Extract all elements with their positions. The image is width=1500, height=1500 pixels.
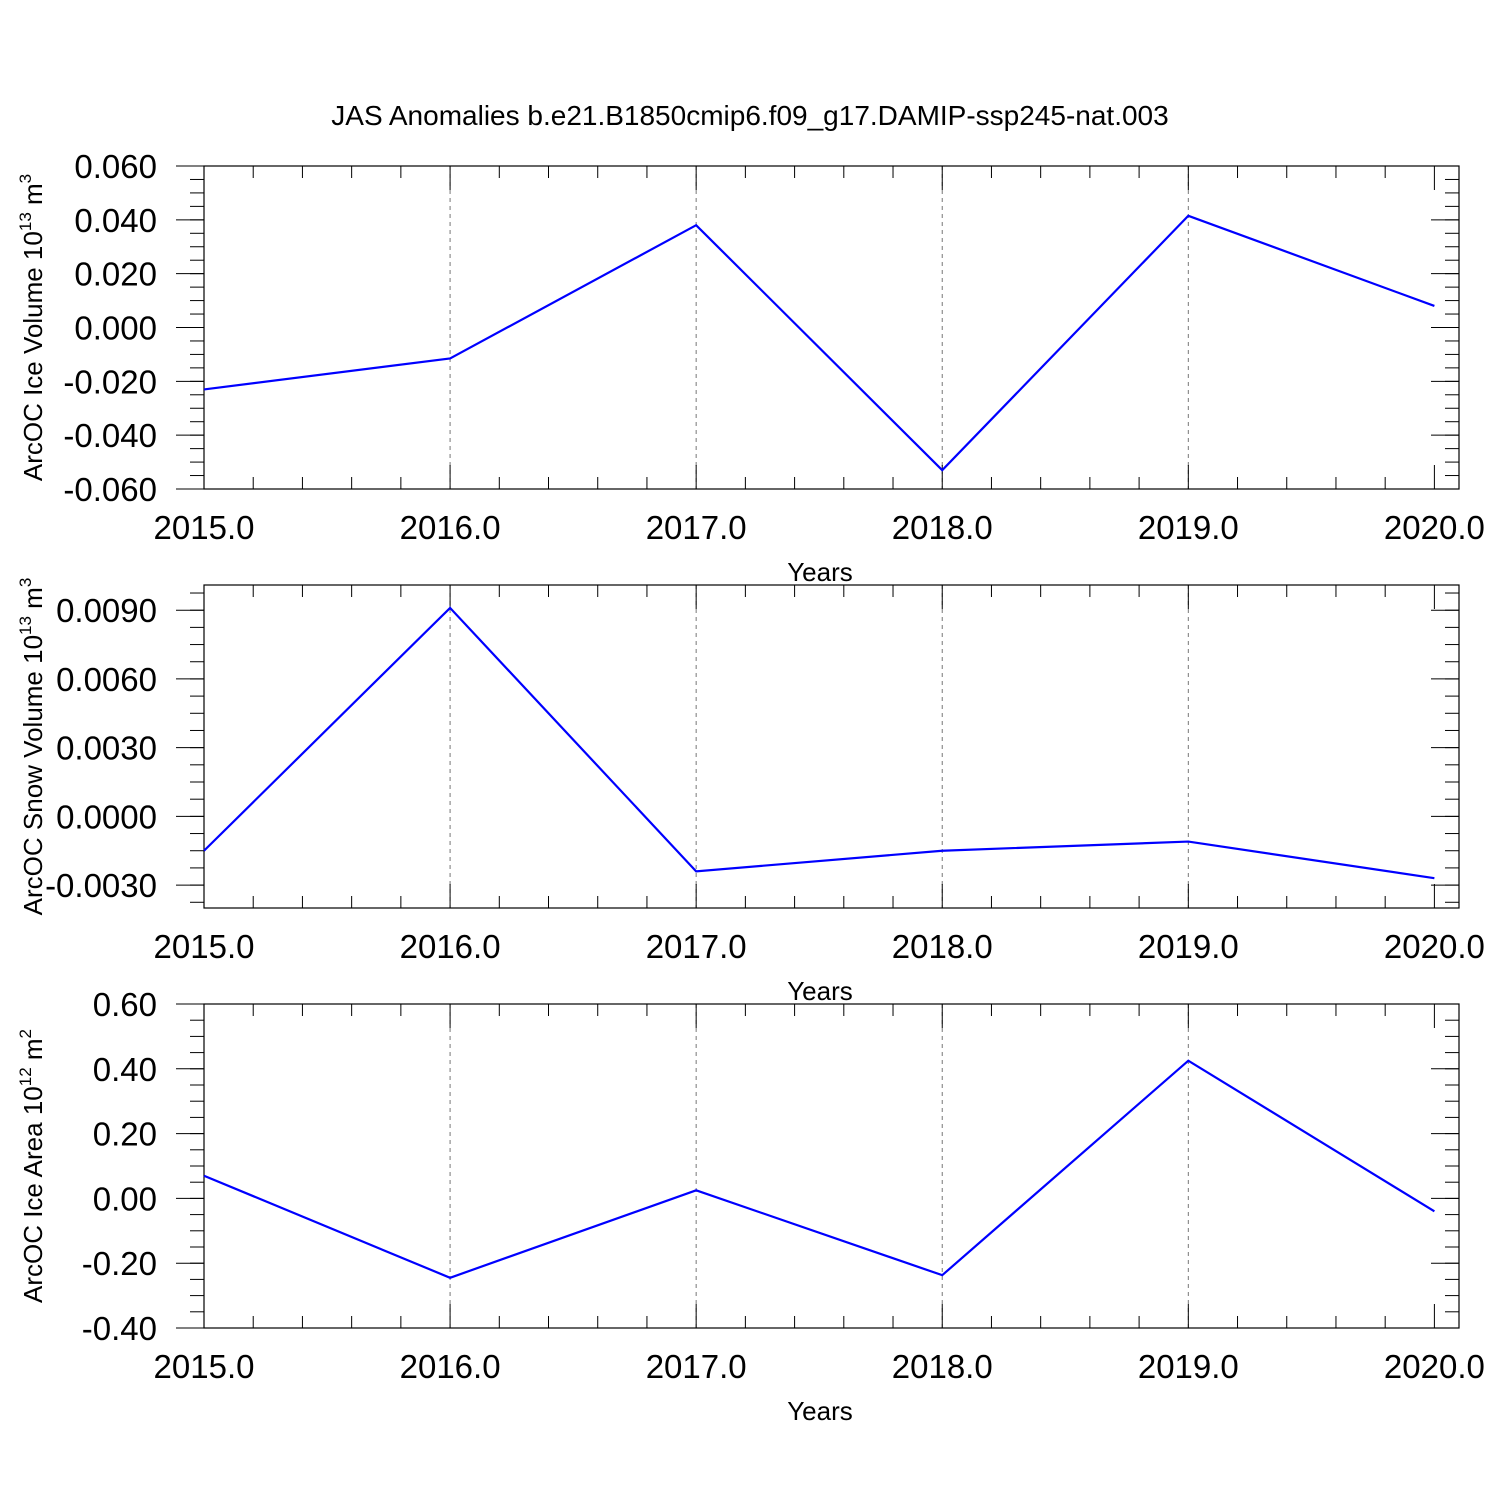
y-tick-label: 0.0060: [56, 661, 157, 698]
x-tick-label: 2018.0: [892, 928, 993, 965]
series-line-1: [203, 606, 1435, 880]
x-tick-label: 2019.0: [1138, 928, 1239, 965]
y-tick-label: 0.0030: [56, 730, 157, 767]
plot-frame: [203, 1003, 1460, 1329]
x-tick-label: 2015.0: [154, 928, 255, 965]
y-tick-label: 0.040: [74, 202, 157, 239]
chart-panel-2: 2015.0 2016.0 2017.0 2018.0 2019.0 2020.0 -0.0…: [16, 578, 1485, 1006]
y-tick-label: -0.40: [82, 1310, 157, 1347]
y-tick-label: -0.020: [63, 363, 157, 400]
y-tick-label: 0.000: [74, 310, 157, 347]
x-axis-title: Years: [787, 557, 853, 587]
x-tick-label: 2018.0: [892, 1348, 993, 1385]
y-tick-label: 0.0090: [56, 592, 157, 629]
y-tick-label: -0.040: [63, 417, 157, 454]
series-line-1: [203, 214, 1435, 472]
x-tick-label: 2017.0: [646, 928, 747, 965]
x-tick-label: 2019.0: [1138, 509, 1239, 546]
y-tick-label: 0.020: [74, 256, 157, 293]
x-axis-title: Years: [787, 976, 853, 1006]
y-tick-label: -0.20: [82, 1245, 157, 1282]
chart-panel-3: 2015.0 2016.0 2017.0 2018.0 2019.0 2020.0 -0.4…: [16, 986, 1485, 1426]
x-tick-label: 2019.0: [1138, 1348, 1239, 1385]
x-tick-label: 2016.0: [400, 1348, 501, 1385]
x-tick-label: 2020.0: [1384, 928, 1485, 965]
x-tick-label: 2015.0: [154, 509, 255, 546]
y-axis-title: ArcOC Ice Area 1012 m2: [16, 1029, 48, 1303]
x-tick-label: 2018.0: [892, 509, 993, 546]
y-tick-label: 0.060: [74, 148, 157, 185]
y-tick-label: 0.60: [93, 986, 157, 1023]
series-line-1: [203, 1059, 1435, 1279]
x-tick-label: 2016.0: [400, 509, 501, 546]
y-tick-label: 0.00: [93, 1180, 157, 1217]
y-axis-title: ArcOC Snow Volume 1013 m3: [16, 578, 48, 916]
figure-title: JAS Anomalies b.e21.B1850cmip6.f09_g17.D…: [331, 100, 1168, 131]
y-tick-label: -0.060: [63, 471, 157, 508]
chart-panels: 2015.0 2016.0 2017.0 2018.0 2019.0 2020.0 -0.0…: [16, 148, 1485, 1426]
x-tick-label: 2017.0: [646, 509, 747, 546]
y-tick-label: 0.0000: [56, 798, 157, 835]
y-axis-title: ArcOC Ice Volume 1013 m3: [16, 174, 48, 481]
x-tick-label: 2017.0: [646, 1348, 747, 1385]
plot-frame: [203, 584, 1460, 909]
y-tick-label: 0.40: [93, 1051, 157, 1088]
x-tick-label: 2020.0: [1384, 509, 1485, 546]
x-axis-title: Years: [787, 1396, 853, 1426]
x-tick-label: 2020.0: [1384, 1348, 1485, 1385]
plot-frame: [203, 165, 1460, 490]
chart-panel-1: 2015.0 2016.0 2017.0 2018.0 2019.0 2020.0 -0.0…: [16, 148, 1485, 587]
y-tick-label: -0.0030: [45, 867, 157, 904]
x-tick-label: 2015.0: [154, 1348, 255, 1385]
x-tick-label: 2016.0: [400, 928, 501, 965]
y-tick-label: 0.20: [93, 1116, 157, 1153]
